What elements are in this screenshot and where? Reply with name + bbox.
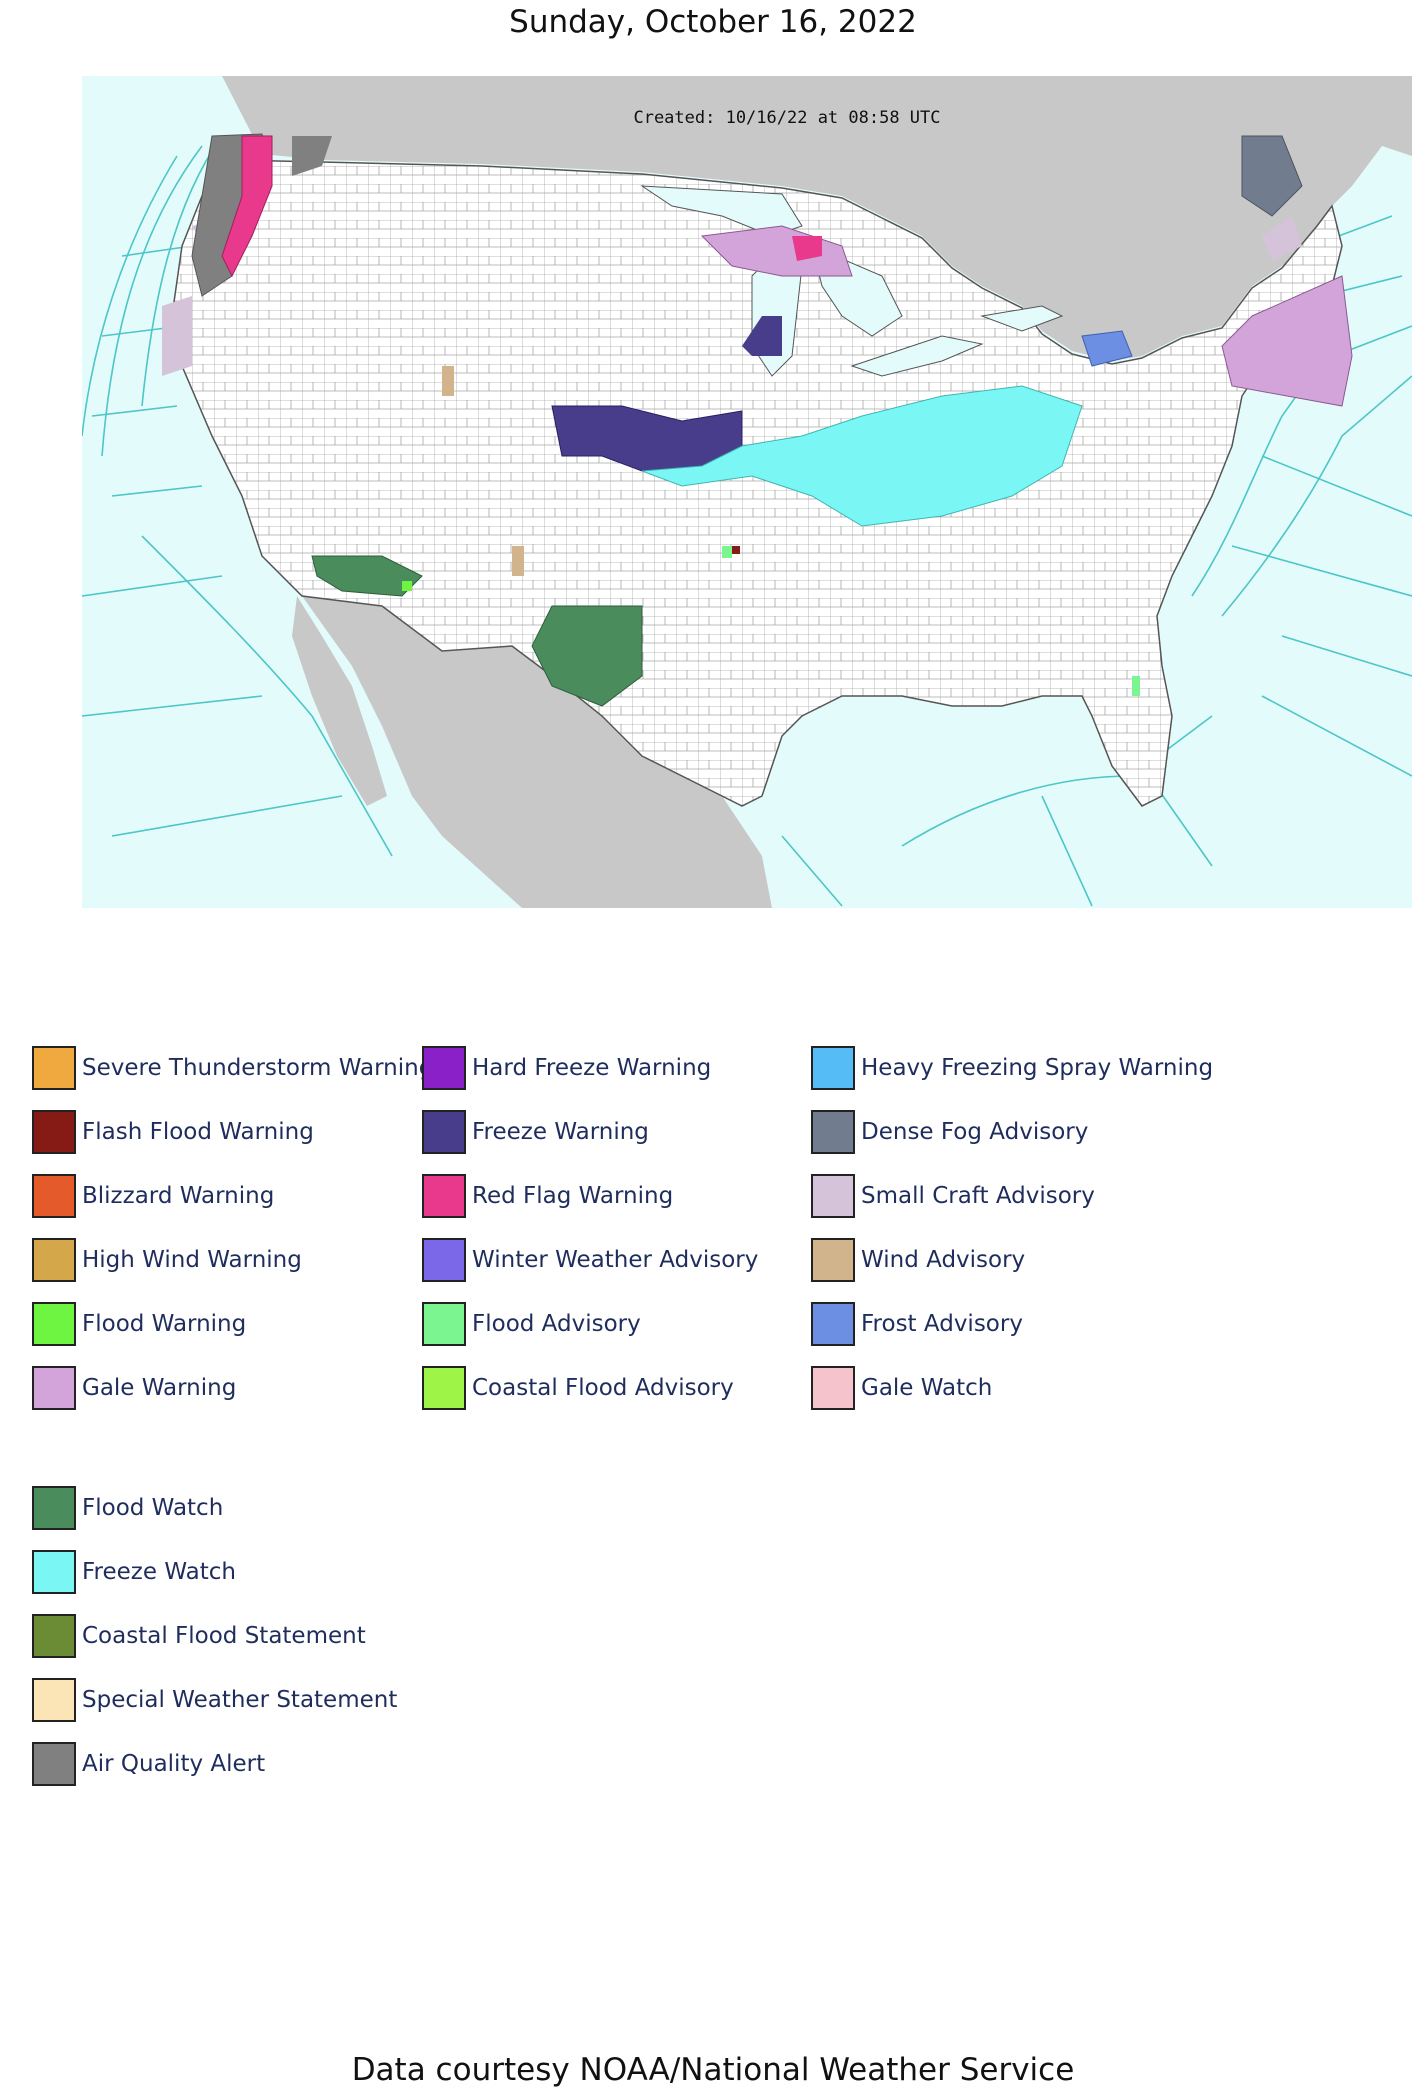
legend-swatch — [32, 1174, 76, 1218]
legend-swatch — [422, 1174, 466, 1218]
legend-swatch — [422, 1302, 466, 1346]
legend-label: Severe Thunderstorm Warning — [82, 1055, 434, 1081]
legend-label: Gale Watch — [861, 1375, 993, 1401]
legend-label: Dense Fog Advisory — [861, 1119, 1089, 1145]
legend-item: Flood Watch — [32, 1485, 223, 1531]
legend-item: Gale Warning — [32, 1365, 236, 1411]
legend-swatch — [811, 1174, 855, 1218]
legend-item: Blizzard Warning — [32, 1173, 274, 1219]
canada-landmass — [222, 76, 1412, 361]
hazard-areas — [162, 133, 1353, 707]
frost-advisory-area — [1081, 330, 1133, 367]
legend-label: Frost Advisory — [861, 1311, 1023, 1337]
legend-swatch — [32, 1302, 76, 1346]
page-title: Sunday, October 16, 2022 — [509, 4, 917, 40]
legend-item: Wind Advisory — [811, 1237, 1025, 1283]
legend-label: Special Weather Statement — [82, 1687, 398, 1713]
legend-label: High Wind Warning — [82, 1247, 302, 1273]
legend-label: Flood Advisory — [472, 1311, 641, 1337]
legend-item: Flash Flood Warning — [32, 1109, 314, 1155]
legend-label: Air Quality Alert — [82, 1751, 266, 1777]
legend-item: Red Flag Warning — [422, 1173, 673, 1219]
legend-swatch — [32, 1046, 76, 1090]
legend-swatch — [32, 1110, 76, 1154]
legend-item: Air Quality Alert — [32, 1741, 265, 1787]
conus-landmass — [171, 159, 1343, 807]
legend-swatch — [422, 1238, 466, 1282]
legend-item: Coastal Flood Advisory — [422, 1365, 734, 1411]
legend-item: Special Weather Statement — [32, 1677, 397, 1723]
legend-swatch — [422, 1046, 466, 1090]
mexico-landmass — [302, 596, 772, 908]
legend-label: Flash Flood Warning — [82, 1119, 314, 1145]
legend-item: Freeze Warning — [422, 1109, 649, 1155]
legend-label: Freeze Watch — [82, 1559, 236, 1585]
legend-swatch — [32, 1550, 76, 1594]
legend-swatch — [32, 1486, 76, 1530]
legend-label: Hard Freeze Warning — [472, 1055, 712, 1081]
wind-advisory-area — [442, 366, 524, 576]
red-flag-area — [221, 135, 273, 278]
created-timestamp: Created: 10/16/22 at 08:58 UTC — [633, 108, 940, 128]
legend-label: Flood Watch — [82, 1495, 224, 1521]
legend-label: Blizzard Warning — [82, 1183, 275, 1209]
legend-swatch — [32, 1614, 76, 1658]
data-credit: Data courtesy NOAA/National Weather Serv… — [351, 2052, 1075, 2088]
gale-warning-area — [1221, 275, 1353, 407]
legend-label: Small Craft Advisory — [861, 1183, 1095, 1209]
legend-item: Flood Warning — [32, 1301, 246, 1347]
dense-fog-area — [1241, 135, 1303, 217]
legend-item: Small Craft Advisory — [811, 1173, 1095, 1219]
legend-item: Winter Weather Advisory — [422, 1237, 758, 1283]
legend-swatch — [422, 1366, 466, 1410]
legend-item: High Wind Warning — [32, 1237, 302, 1283]
legend-label: Freeze Warning — [472, 1119, 649, 1145]
legend-label: Gale Warning — [82, 1375, 237, 1401]
legend-item: Coastal Flood Statement — [32, 1613, 366, 1659]
legend-label: Wind Advisory — [861, 1247, 1026, 1273]
legend-swatch — [32, 1238, 76, 1282]
legend-label: Heavy Freezing Spray Warning — [861, 1055, 1214, 1081]
legend-item: Freeze Watch — [32, 1549, 236, 1595]
legend-label: Flood Warning — [82, 1311, 247, 1337]
legend-swatch — [32, 1678, 76, 1722]
legend-swatch — [811, 1366, 855, 1410]
legend-item: Gale Watch — [811, 1365, 992, 1411]
legend-label: Coastal Flood Statement — [82, 1623, 366, 1649]
weather-hazards-map: Created: 10/16/22 at 08:58 UTC — [82, 76, 1412, 908]
legend-swatch — [811, 1110, 855, 1154]
legend-item: Flood Advisory — [422, 1301, 641, 1347]
legend-label: Red Flag Warning — [472, 1183, 674, 1209]
legend-item: Heavy Freezing Spray Warning — [811, 1045, 1213, 1091]
legend-item: Hard Freeze Warning — [422, 1045, 711, 1091]
map-canvas: Created: 10/16/22 at 08:58 UTC — [82, 76, 1412, 908]
legend-swatch — [32, 1366, 76, 1410]
legend-item: Dense Fog Advisory — [811, 1109, 1088, 1155]
legend-swatch — [811, 1238, 855, 1282]
legend-item: Severe Thunderstorm Warning — [32, 1045, 433, 1091]
legend-swatch — [811, 1046, 855, 1090]
legend-swatch — [811, 1302, 855, 1346]
freeze-watch-area — [641, 385, 1083, 527]
baja-peninsula — [292, 596, 387, 806]
legend-label: Coastal Flood Advisory — [472, 1375, 734, 1401]
legend-swatch — [32, 1742, 76, 1786]
legend-swatch — [422, 1110, 466, 1154]
flood-watch-area — [311, 555, 643, 707]
legend-item: Frost Advisory — [811, 1301, 1023, 1347]
legend-label: Winter Weather Advisory — [472, 1247, 759, 1273]
